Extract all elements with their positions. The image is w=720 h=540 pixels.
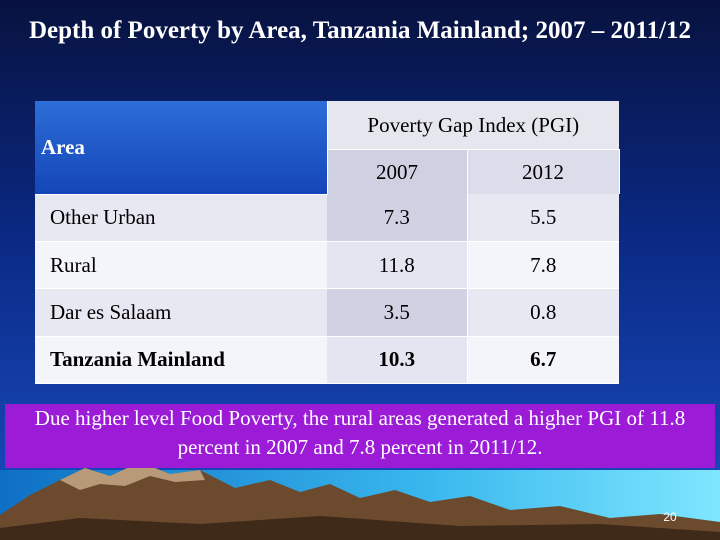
pgi-2012-cell: 7.8 [467,241,620,290]
pgi-2007-cell: 7.3 [327,194,468,242]
pgi-table-grid: Area Poverty Gap Index (PGI) 2007 2012 O… [35,101,620,385]
table-row: Rural 11.8 7.8 [35,241,620,290]
slide-title: Depth of Poverty by Area, Tanzania Mainl… [28,17,692,44]
pgi-2007-cell: 3.5 [327,288,468,337]
page-number: 20 [663,510,677,524]
row-area-label: Dar es Salaam [35,288,327,337]
table-row: Dar es Salaam 3.5 0.8 [35,288,620,337]
pgi-group-header: Poverty Gap Index (PGI) [327,101,620,150]
pgi-2007-cell: 10.3 [327,336,468,385]
pgi-2012-cell: 0.8 [467,288,620,337]
note-box: Due higher level Food Poverty, the rural… [5,404,715,468]
pgi-2012-cell: 5.5 [467,194,620,242]
table-row: Tanzania Mainland 10.3 6.7 [35,336,620,385]
table-row: Other Urban 7.3 5.5 [35,194,620,242]
year-header-2007: 2007 [327,149,468,194]
pgi-2012-cell: 6.7 [467,336,620,385]
row-area-label: Rural [35,241,327,290]
row-area-label: Tanzania Mainland [35,336,327,385]
pgi-table: Area Poverty Gap Index (PGI) 2007 2012 O… [35,101,620,385]
mountain-landscape-image [0,462,720,540]
row-area-label: Other Urban [35,194,327,242]
area-column-header: Area [35,101,328,195]
year-header-2012: 2012 [467,149,620,194]
pgi-2007-cell: 11.8 [327,241,468,290]
